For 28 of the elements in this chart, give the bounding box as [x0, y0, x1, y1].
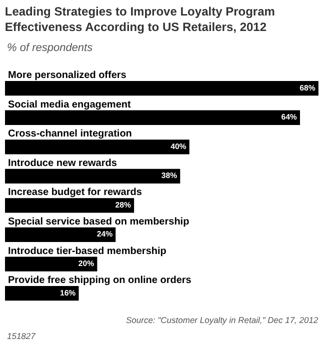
- data-label: 20%: [78, 258, 94, 268]
- source-note: Source: "Customer Loyalty in Retail," Dec 17, 2012: [126, 315, 318, 325]
- bar: [5, 256, 98, 272]
- bar: [5, 110, 300, 125]
- chart-title: Leading Strategies to Improve Loyalty Program Effectiveness According to US Retailers, 2012: [4, 4, 275, 34]
- data-label: 40%: [170, 142, 186, 151]
- bar: [5, 286, 79, 301]
- y-tick-label: Introduce tier-based membership: [8, 246, 166, 257]
- y-tick-label: Social media engagement: [8, 99, 132, 110]
- data-label: 16%: [60, 288, 76, 298]
- bar: [5, 168, 180, 184]
- bar: [5, 140, 190, 154]
- bar: [5, 198, 134, 213]
- data-label: 64%: [281, 112, 297, 122]
- bar: [5, 81, 318, 96]
- text: 151827: [7, 331, 36, 341]
- y-tick-label: Provide free shipping on online orders: [8, 275, 192, 286]
- y-tick-label: Special service based on membership: [8, 216, 190, 228]
- bar: [5, 227, 116, 242]
- data-label: 24%: [96, 230, 113, 239]
- data-label: 68%: [300, 83, 316, 92]
- y-tick-label: Increase budget for rewards: [8, 187, 142, 198]
- y-tick-label: More personalized offers: [8, 70, 127, 82]
- data-label: 28%: [115, 200, 131, 210]
- chart-subtitle: % of respondents: [7, 42, 94, 54]
- y-tick-label: Cross-channel integration: [8, 128, 132, 140]
- y-tick-label: Introduce new rewards: [8, 158, 118, 169]
- data-label: 38%: [161, 171, 178, 180]
